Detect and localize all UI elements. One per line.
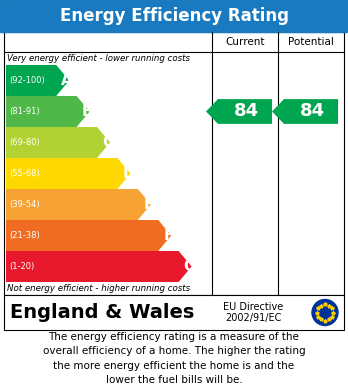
Polygon shape [206, 99, 272, 124]
Bar [4, 32, 344, 295]
Text: D: D [122, 166, 135, 181]
Text: C: C [103, 135, 114, 150]
Text: England & Wales: England & Wales [10, 303, 195, 322]
Text: The energy efficiency rating is a measure of the
overall efficiency of a home. T: The energy efficiency rating is a measur… [43, 332, 305, 385]
Bar [0, 0, 348, 32]
Text: Potential: Potential [288, 37, 334, 47]
Text: (69-80): (69-80) [9, 138, 40, 147]
Text: (39-54): (39-54) [9, 200, 40, 209]
Polygon shape [6, 251, 192, 282]
Text: (81-91): (81-91) [9, 107, 40, 116]
Text: G: G [183, 259, 196, 274]
Text: A: A [61, 73, 73, 88]
Polygon shape [6, 65, 69, 96]
Text: (92-100): (92-100) [9, 76, 45, 85]
Text: F: F [164, 228, 174, 243]
Polygon shape [6, 189, 151, 220]
Text: (1-20): (1-20) [9, 262, 34, 271]
Text: (21-38): (21-38) [9, 231, 40, 240]
Text: Very energy efficient - lower running costs: Very energy efficient - lower running co… [7, 54, 190, 63]
Polygon shape [272, 99, 338, 124]
Text: Energy Efficiency Rating: Energy Efficiency Rating [60, 7, 288, 25]
Circle shape [312, 300, 338, 325]
Text: Current: Current [225, 37, 265, 47]
Polygon shape [6, 127, 110, 158]
Bar [4, 295, 344, 330]
Polygon shape [6, 96, 90, 127]
Text: E: E [144, 197, 154, 212]
Text: 84: 84 [234, 102, 259, 120]
Polygon shape [6, 158, 130, 189]
Text: B: B [82, 104, 94, 119]
Polygon shape [6, 220, 171, 251]
Text: EU Directive
2002/91/EC: EU Directive 2002/91/EC [223, 302, 283, 323]
Text: 84: 84 [300, 102, 325, 120]
Text: Not energy efficient - higher running costs: Not energy efficient - higher running co… [7, 284, 190, 293]
Text: (55-68): (55-68) [9, 169, 40, 178]
